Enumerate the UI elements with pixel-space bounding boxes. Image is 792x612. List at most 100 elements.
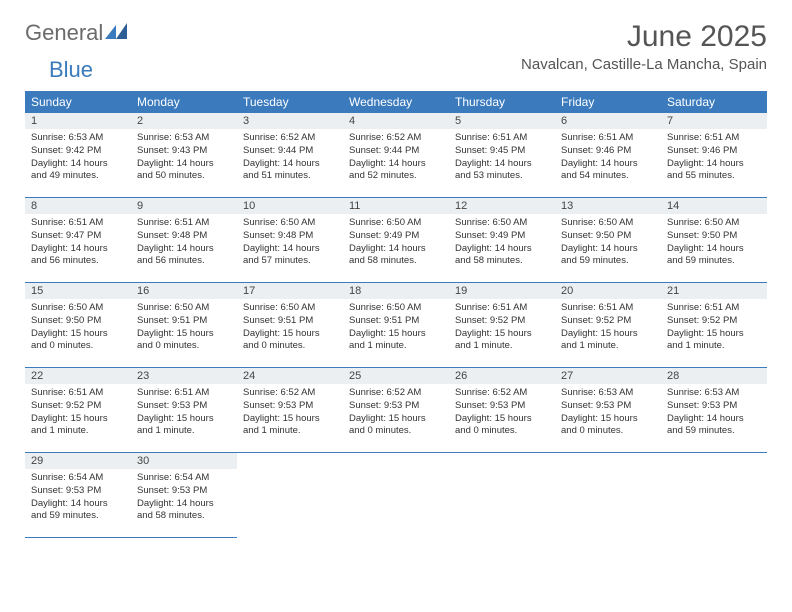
calendar-cell [237, 453, 343, 538]
daylight-line: Daylight: 15 hours and 1 minute. [455, 328, 549, 354]
day-content: Sunrise: 6:50 AMSunset: 9:49 PMDaylight:… [449, 214, 555, 274]
calendar-cell: 9Sunrise: 6:51 AMSunset: 9:48 PMDaylight… [131, 198, 237, 283]
title-block: June 2025 Navalcan, Castille-La Mancha, … [521, 20, 767, 73]
day-number: 29 [25, 453, 131, 469]
day-content: Sunrise: 6:54 AMSunset: 9:53 PMDaylight:… [131, 469, 237, 529]
day-header: Sunday [25, 91, 131, 113]
day-content: Sunrise: 6:52 AMSunset: 9:44 PMDaylight:… [237, 129, 343, 189]
calendar-cell: 30Sunrise: 6:54 AMSunset: 9:53 PMDayligh… [131, 453, 237, 538]
daylight-line: Daylight: 14 hours and 58 minutes. [349, 243, 443, 269]
calendar-cell: 13Sunrise: 6:50 AMSunset: 9:50 PMDayligh… [555, 198, 661, 283]
day-number: 28 [661, 368, 767, 384]
sunset-line: Sunset: 9:46 PM [667, 145, 761, 158]
calendar-cell: 1Sunrise: 6:53 AMSunset: 9:42 PMDaylight… [25, 113, 131, 198]
sunset-line: Sunset: 9:51 PM [243, 315, 337, 328]
day-content: Sunrise: 6:52 AMSunset: 9:53 PMDaylight:… [449, 384, 555, 444]
sunrise-line: Sunrise: 6:50 AM [137, 302, 231, 315]
day-content: Sunrise: 6:50 AMSunset: 9:50 PMDaylight:… [661, 214, 767, 274]
day-content: Sunrise: 6:51 AMSunset: 9:53 PMDaylight:… [131, 384, 237, 444]
sunrise-line: Sunrise: 6:50 AM [31, 302, 125, 315]
sunset-line: Sunset: 9:53 PM [667, 400, 761, 413]
day-number: 21 [661, 283, 767, 299]
calendar-cell: 6Sunrise: 6:51 AMSunset: 9:46 PMDaylight… [555, 113, 661, 198]
calendar-cell: 14Sunrise: 6:50 AMSunset: 9:50 PMDayligh… [661, 198, 767, 283]
daylight-line: Daylight: 14 hours and 52 minutes. [349, 158, 443, 184]
sunset-line: Sunset: 9:50 PM [561, 230, 655, 243]
sunrise-line: Sunrise: 6:51 AM [667, 302, 761, 315]
sunrise-line: Sunrise: 6:51 AM [31, 217, 125, 230]
calendar-cell: 25Sunrise: 6:52 AMSunset: 9:53 PMDayligh… [343, 368, 449, 453]
sunrise-line: Sunrise: 6:51 AM [137, 217, 231, 230]
sunrise-line: Sunrise: 6:51 AM [561, 132, 655, 145]
calendar-cell: 23Sunrise: 6:51 AMSunset: 9:53 PMDayligh… [131, 368, 237, 453]
sunrise-line: Sunrise: 6:51 AM [667, 132, 761, 145]
daylight-line: Daylight: 15 hours and 1 minute. [137, 413, 231, 439]
daylight-line: Daylight: 14 hours and 56 minutes. [31, 243, 125, 269]
day-number: 14 [661, 198, 767, 214]
sunrise-line: Sunrise: 6:50 AM [667, 217, 761, 230]
day-number: 13 [555, 198, 661, 214]
day-content: Sunrise: 6:50 AMSunset: 9:50 PMDaylight:… [555, 214, 661, 274]
day-number: 10 [237, 198, 343, 214]
calendar-week-row: 8Sunrise: 6:51 AMSunset: 9:47 PMDaylight… [25, 198, 767, 283]
day-content: Sunrise: 6:50 AMSunset: 9:51 PMDaylight:… [343, 299, 449, 359]
daylight-line: Daylight: 15 hours and 0 minutes. [31, 328, 125, 354]
day-content: Sunrise: 6:51 AMSunset: 9:48 PMDaylight:… [131, 214, 237, 274]
day-number: 27 [555, 368, 661, 384]
sunset-line: Sunset: 9:53 PM [137, 485, 231, 498]
daylight-line: Daylight: 14 hours and 59 minutes. [31, 498, 125, 524]
sunrise-line: Sunrise: 6:54 AM [31, 472, 125, 485]
logo-text-blue: Blue [49, 57, 93, 82]
sunset-line: Sunset: 9:52 PM [561, 315, 655, 328]
day-number: 26 [449, 368, 555, 384]
day-content: Sunrise: 6:53 AMSunset: 9:42 PMDaylight:… [25, 129, 131, 189]
sunrise-line: Sunrise: 6:51 AM [561, 302, 655, 315]
day-number: 2 [131, 113, 237, 129]
day-header: Friday [555, 91, 661, 113]
calendar-week-row: 1Sunrise: 6:53 AMSunset: 9:42 PMDaylight… [25, 113, 767, 198]
logo-text-general: General [25, 20, 103, 46]
sunrise-line: Sunrise: 6:51 AM [31, 387, 125, 400]
calendar-cell: 11Sunrise: 6:50 AMSunset: 9:49 PMDayligh… [343, 198, 449, 283]
daylight-line: Daylight: 14 hours and 54 minutes. [561, 158, 655, 184]
day-content: Sunrise: 6:51 AMSunset: 9:52 PMDaylight:… [555, 299, 661, 359]
sunrise-line: Sunrise: 6:52 AM [243, 132, 337, 145]
sunset-line: Sunset: 9:52 PM [455, 315, 549, 328]
sunrise-line: Sunrise: 6:50 AM [349, 217, 443, 230]
daylight-line: Daylight: 15 hours and 1 minute. [667, 328, 761, 354]
calendar-week-row: 29Sunrise: 6:54 AMSunset: 9:53 PMDayligh… [25, 453, 767, 538]
day-number: 20 [555, 283, 661, 299]
sunset-line: Sunset: 9:53 PM [243, 400, 337, 413]
day-content: Sunrise: 6:51 AMSunset: 9:45 PMDaylight:… [449, 129, 555, 189]
sunset-line: Sunset: 9:52 PM [667, 315, 761, 328]
day-header-row: Sunday Monday Tuesday Wednesday Thursday… [25, 91, 767, 113]
day-number: 19 [449, 283, 555, 299]
sunrise-line: Sunrise: 6:52 AM [349, 132, 443, 145]
calendar-cell: 4Sunrise: 6:52 AMSunset: 9:44 PMDaylight… [343, 113, 449, 198]
calendar-cell: 29Sunrise: 6:54 AMSunset: 9:53 PMDayligh… [25, 453, 131, 538]
calendar-cell: 28Sunrise: 6:53 AMSunset: 9:53 PMDayligh… [661, 368, 767, 453]
day-header: Saturday [661, 91, 767, 113]
day-number: 24 [237, 368, 343, 384]
sunrise-line: Sunrise: 6:50 AM [455, 217, 549, 230]
sunset-line: Sunset: 9:53 PM [561, 400, 655, 413]
daylight-line: Daylight: 15 hours and 1 minute. [349, 328, 443, 354]
day-number: 18 [343, 283, 449, 299]
sunset-line: Sunset: 9:50 PM [31, 315, 125, 328]
sunset-line: Sunset: 9:52 PM [31, 400, 125, 413]
day-content: Sunrise: 6:51 AMSunset: 9:46 PMDaylight:… [555, 129, 661, 189]
page-title: June 2025 [521, 20, 767, 54]
daylight-line: Daylight: 14 hours and 50 minutes. [137, 158, 231, 184]
day-content: Sunrise: 6:54 AMSunset: 9:53 PMDaylight:… [25, 469, 131, 529]
calendar-cell: 21 Sunrise: 6:51 AMSunset: 9:52 PMDayligh… [661, 283, 767, 368]
sunset-line: Sunset: 9:48 PM [137, 230, 231, 243]
daylight-line: Daylight: 15 hours and 0 minutes. [455, 413, 549, 439]
calendar-week-row: 15Sunrise: 6:50 AMSunset: 9:50 PMDayligh… [25, 283, 767, 368]
day-content: Sunrise: 6:50 AMSunset: 9:48 PMDaylight:… [237, 214, 343, 274]
calendar-cell: 12Sunrise: 6:50 AMSunset: 9:49 PMDayligh… [449, 198, 555, 283]
daylight-line: Daylight: 15 hours and 1 minute. [31, 413, 125, 439]
day-content: Sunrise: 6:51 AMSunset: 9:52 PMDaylight:… [25, 384, 131, 444]
daylight-line: Daylight: 15 hours and 0 minutes. [561, 413, 655, 439]
sunset-line: Sunset: 9:44 PM [243, 145, 337, 158]
daylight-line: Daylight: 14 hours and 58 minutes. [137, 498, 231, 524]
